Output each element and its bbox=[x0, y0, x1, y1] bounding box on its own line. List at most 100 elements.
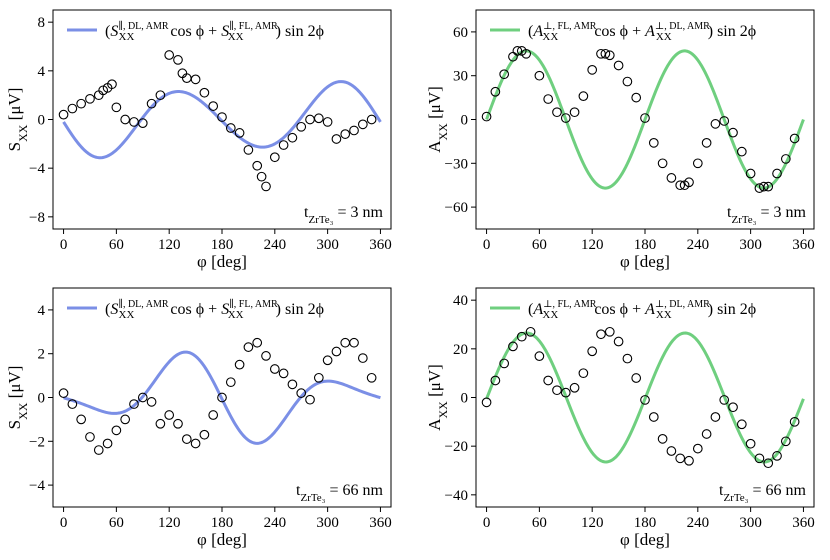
data-point bbox=[543, 375, 554, 386]
data-point bbox=[525, 326, 536, 337]
x-tick-label: 0 bbox=[60, 515, 68, 531]
data-point bbox=[305, 394, 315, 405]
data-point bbox=[710, 412, 721, 422]
legend-close: ) sin 2ϕ bbox=[276, 301, 324, 318]
legend-sup2: ∥, FL, AMR bbox=[229, 298, 278, 310]
data-point bbox=[234, 128, 245, 138]
data-point bbox=[521, 48, 532, 59]
legend-mid: cos ϕ + bbox=[166, 23, 221, 40]
thickness-annotation: tZrTe₃ = 3 nm bbox=[727, 204, 807, 226]
fit-curve bbox=[485, 49, 805, 190]
data-point bbox=[692, 443, 703, 454]
x-tick-label: 120 bbox=[581, 237, 604, 253]
legend-close: ) sin 2ϕ bbox=[708, 301, 756, 318]
data-point bbox=[736, 146, 747, 157]
data-point bbox=[763, 181, 774, 192]
y-tick-label: 20 bbox=[453, 342, 468, 358]
y-title-main: S bbox=[5, 420, 24, 429]
data-point bbox=[719, 395, 730, 405]
legend-close: ) sin 2ϕ bbox=[276, 23, 324, 40]
data-point bbox=[692, 158, 703, 169]
legend-term1: S bbox=[110, 301, 118, 318]
data-point bbox=[772, 168, 782, 179]
data-point bbox=[666, 173, 677, 183]
legend-open: ( bbox=[105, 301, 110, 318]
y-tick-label: 4 bbox=[38, 64, 46, 80]
data-point bbox=[701, 429, 712, 439]
data-point bbox=[569, 107, 580, 118]
data-point bbox=[252, 160, 263, 171]
data-point bbox=[736, 419, 747, 430]
data-point bbox=[234, 359, 245, 370]
legend-sup2: ⊥, DL, AMR bbox=[655, 21, 710, 32]
thickness-annotation: tZrTe₃ = 66 nm bbox=[719, 482, 807, 504]
data-point bbox=[657, 434, 668, 444]
y-title-main: A bbox=[425, 140, 444, 153]
data-point bbox=[208, 101, 219, 111]
x-tick-label: 120 bbox=[158, 515, 181, 531]
x-tick-label: 180 bbox=[211, 515, 234, 531]
legend-open: ( bbox=[528, 301, 533, 318]
x-tick-label: 360 bbox=[792, 237, 815, 253]
data-point bbox=[85, 432, 95, 442]
x-tick-label: 240 bbox=[687, 237, 710, 253]
y-tick-label: −4 bbox=[29, 161, 45, 177]
x-tick-label: 240 bbox=[264, 237, 287, 253]
data-point bbox=[789, 416, 800, 427]
x-tick-label: 60 bbox=[532, 515, 547, 531]
legend-label: (S∥, DL, AMR XX cos ϕ + S∥, FL, AMR XX) si… bbox=[105, 298, 324, 321]
y-tick-label: 40 bbox=[453, 293, 468, 309]
data-point bbox=[190, 438, 201, 449]
legend-sup2: ⊥, DL, AMR bbox=[655, 299, 710, 310]
data-point bbox=[349, 125, 359, 136]
data-point bbox=[164, 50, 175, 60]
data-point bbox=[604, 326, 615, 337]
y-tick-label: −30 bbox=[445, 156, 468, 172]
data-point bbox=[600, 48, 611, 59]
x-axis-title: φ [deg] bbox=[620, 252, 670, 271]
annotation-sub: ZrTe₃ bbox=[300, 492, 325, 504]
x-tick-label: 120 bbox=[158, 237, 181, 253]
data-point bbox=[313, 372, 324, 383]
data-point bbox=[181, 434, 192, 444]
x-tick-label: 60 bbox=[109, 515, 124, 531]
legend-open: ( bbox=[528, 23, 533, 40]
thickness-annotation: tZrTe₃ = 66 nm bbox=[296, 482, 384, 504]
data-point bbox=[111, 102, 122, 113]
legend-close: ) sin 2ϕ bbox=[708, 23, 756, 40]
y-tick-label: −20 bbox=[445, 439, 468, 455]
data-point bbox=[490, 375, 501, 386]
data-point bbox=[631, 92, 642, 103]
x-tick-label: 240 bbox=[687, 515, 710, 531]
legend-sup1: ⊥, FL, AMR bbox=[543, 21, 597, 32]
data-point bbox=[252, 337, 263, 348]
data-point bbox=[296, 388, 307, 398]
data-point bbox=[552, 385, 562, 396]
data-point bbox=[499, 69, 510, 80]
y-title-unit: [μV] bbox=[425, 86, 444, 123]
data-point bbox=[261, 181, 271, 192]
data-point bbox=[604, 50, 615, 61]
data-point bbox=[190, 74, 201, 85]
data-point bbox=[534, 351, 545, 361]
data-point bbox=[481, 111, 492, 122]
x-tick-label: 300 bbox=[739, 237, 762, 253]
y-axis-title: SXX [μV] bbox=[5, 88, 30, 152]
x-tick-label: 180 bbox=[634, 515, 657, 531]
x-tick-label: 0 bbox=[483, 237, 491, 253]
annotation-value: = 66 nm bbox=[749, 482, 807, 499]
y-title-sub: XX bbox=[436, 401, 450, 419]
data-point bbox=[287, 132, 298, 143]
data-point bbox=[349, 337, 359, 348]
legend-label: (A⊥, FL, AMR XX cos ϕ + A⊥, DL, AMR XX) sin… bbox=[528, 21, 756, 43]
data-point bbox=[76, 414, 87, 425]
x-tick-label: 300 bbox=[739, 515, 762, 531]
data-point bbox=[569, 382, 580, 393]
y-tick-label: −2 bbox=[29, 434, 45, 450]
y-tick-label: −4 bbox=[29, 478, 45, 494]
data-point bbox=[516, 331, 527, 342]
x-tick-label: 180 bbox=[211, 237, 234, 253]
data-point bbox=[331, 134, 342, 144]
data-point bbox=[754, 453, 765, 464]
